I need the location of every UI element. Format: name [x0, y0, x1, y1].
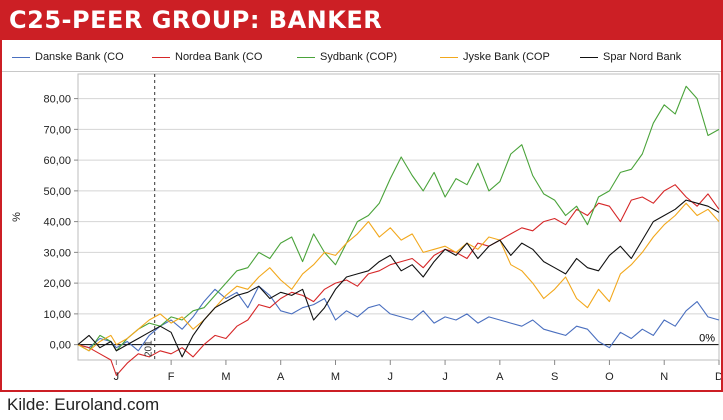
y-tick-label: 0,00 — [50, 340, 71, 352]
x-tick-label: A — [277, 371, 285, 383]
series-line-0 — [77, 285, 720, 352]
grid-layer — [78, 98, 719, 346]
x-tick-label: D — [715, 371, 721, 383]
x-tick-label: A — [496, 371, 504, 383]
y-axis-label: % — [11, 212, 23, 222]
legend-label-sydbank: Sydbank (COP) — [320, 51, 398, 63]
legend-item-sydbank: Sydbank (COP) — [297, 46, 397, 68]
x-tick-label: N — [660, 371, 668, 383]
y-tick-label: 30,00 — [43, 247, 71, 259]
footer: Kilde: Euroland.com — [0, 392, 723, 420]
x-tick-label: F — [168, 371, 175, 383]
chart-panel: Danske Bank (CO Nordea Bank (CO Sydbank … — [2, 40, 721, 390]
line-chart: 0,00 10,00 20,00 30,00 40,00 50,00 60,00 70,00 8… — [11, 73, 721, 383]
y-tick-label: 20,00 — [43, 278, 71, 290]
series-line-3 — [77, 202, 720, 352]
x-tick-label: S — [551, 371, 558, 383]
year-marker-label: 201 — [144, 340, 155, 357]
series-line-4 — [77, 199, 720, 358]
x-tick-label: M — [331, 371, 340, 383]
x-tick-label: J — [388, 371, 394, 383]
legend: Danske Bank (CO Nordea Bank (CO Sydbank … — [2, 46, 721, 68]
y-tick-label: 60,00 — [43, 155, 71, 167]
y-tick-label: 50,00 — [43, 186, 71, 198]
legend-item-jyske: Jyske Bank (COP — [440, 46, 550, 68]
plot-frame — [77, 73, 720, 361]
y-tick-label: 40,00 — [43, 217, 71, 229]
x-tick-label: J — [114, 371, 120, 383]
legend-swatch-nordea — [152, 56, 170, 58]
y-tick-label: 80,00 — [43, 94, 71, 106]
legend-label-sparnord: Spar Nord Bank — [603, 51, 682, 63]
series-line-2 — [77, 85, 720, 352]
legend-swatch-danske — [12, 56, 30, 58]
legend-divider — [2, 71, 721, 72]
legend-item-sparnord: Spar Nord Bank — [580, 46, 681, 68]
series-layer — [77, 85, 720, 376]
label-layer: 0,00 10,00 20,00 30,00 40,00 50,00 60,00 70,00 8… — [11, 94, 721, 383]
legend-label-jyske: Jyske Bank (COP — [463, 51, 550, 63]
legend-swatch-jyske — [440, 56, 458, 58]
y-tick-label: 10,00 — [43, 309, 71, 321]
chart-title: C25-PEER GROUP: BANKER — [9, 6, 383, 34]
series-line-1 — [77, 184, 720, 376]
legend-label-nordea: Nordea Bank (CO — [175, 51, 263, 63]
legend-label-danske: Danske Bank (CO — [35, 51, 124, 63]
y-tick-label: 70,00 — [43, 124, 71, 136]
source-label: Kilde: Euroland.com — [7, 395, 160, 414]
legend-swatch-sydbank — [297, 56, 315, 58]
x-tick-label: M — [221, 371, 230, 383]
x-tick-label: O — [605, 371, 614, 383]
zero-percent-label: 0% — [699, 333, 715, 345]
legend-item-nordea: Nordea Bank (CO — [152, 46, 262, 68]
x-tick-label: J — [442, 371, 448, 383]
legend-swatch-sparnord — [580, 56, 598, 58]
axis-layer — [74, 73, 720, 365]
legend-item-danske: Danske Bank (CO — [12, 46, 124, 68]
